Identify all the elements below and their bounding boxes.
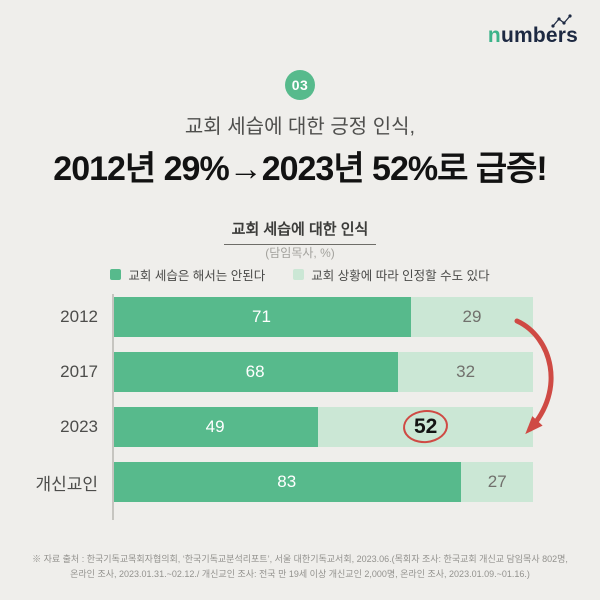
section-number-badge: 03 xyxy=(285,70,315,100)
bar-category-label: 2017 xyxy=(60,362,98,381)
sparkline-icon xyxy=(551,14,572,28)
bar-segment-secondary: 29 xyxy=(410,297,533,337)
highlight-circle xyxy=(401,408,450,445)
bar-value-secondary: 32 xyxy=(456,362,476,381)
brand-logo: numbers xyxy=(487,14,578,48)
bar-rows: 2012 71 29 2017 68 32 2023 49 xyxy=(0,297,533,502)
legend-item-secondary: 교회 상황에 따라 인정할 수도 있다 xyxy=(293,265,490,284)
legend-swatch-primary xyxy=(110,269,122,280)
bar-value-primary: 49 xyxy=(205,417,225,436)
footnote-line2: 온라인 조사, 2023.01.31.~02.12./ 개신교인 조사: 전국 … xyxy=(70,568,530,579)
bar-segment-secondary: 32 xyxy=(398,352,533,392)
bar-value-secondary: 27 xyxy=(487,472,507,491)
bar-segment-secondary: 52 xyxy=(318,407,533,447)
bar-row: 2012 71 29 xyxy=(0,297,533,337)
bar-track: 68 32 xyxy=(112,352,533,392)
bar-segment-primary: 68 xyxy=(112,352,399,392)
bar-segment-secondary: 27 xyxy=(461,462,533,502)
chart-title: 교회 세습에 대한 인식 xyxy=(223,218,377,245)
bar-chart: 2012 71 29 2017 68 32 2023 49 xyxy=(0,294,533,520)
bar-segment-primary: 71 xyxy=(112,297,411,337)
logo-prefix: n xyxy=(487,24,501,47)
bar-row: 2023 49 52 xyxy=(0,407,533,447)
legend-label-primary: 교회 세습은 해서는 안된다 xyxy=(128,269,266,283)
bar-track: 83 27 xyxy=(112,462,533,502)
bar-category-label: 2012 xyxy=(60,307,98,326)
bar-row: 개신교인 83 27 xyxy=(0,462,533,502)
footnote-line1: ※ 자료 출처 : 한국기독교목회자협의회, ‘한국기독교분석리포트’, 서울 … xyxy=(32,554,568,564)
bar-value-primary: 71 xyxy=(251,307,271,326)
source-footnote: ※ 자료 출처 : 한국기독교목회자협의회, ‘한국기독교분석리포트’, 서울 … xyxy=(0,552,600,582)
chart-subtitle: (담임목사, %) xyxy=(265,246,335,260)
bar-value-primary: 83 xyxy=(277,472,297,491)
chart-legend: 교회 세습은 해서는 안된다 교회 상황에 따라 인정할 수도 있다 xyxy=(0,265,600,284)
headline: 2012년 29%→2023년 52%로 급증! xyxy=(53,150,547,188)
logo-rest: umbers xyxy=(500,24,578,47)
intro-kicker: 교회 세습에 대한 긍정 인식, xyxy=(184,116,416,138)
bar-track: 49 52 xyxy=(112,407,533,447)
bar-segment-primary: 49 xyxy=(112,407,319,447)
bar-category-label: 개신교인 xyxy=(35,474,98,494)
chart-title-wrap: 교회 세습에 대한 인식 xyxy=(0,218,600,245)
bar-track: 71 29 xyxy=(112,297,533,337)
bar-value-primary: 68 xyxy=(245,362,265,381)
axis-line xyxy=(112,294,114,520)
legend-item-primary: 교회 세습은 해서는 안된다 xyxy=(110,265,265,284)
bar-value-secondary: 52 xyxy=(401,408,450,445)
bar-segment-primary: 83 xyxy=(112,462,462,502)
bar-value-secondary: 29 xyxy=(462,307,482,326)
bar-category-label: 2023 xyxy=(60,417,98,436)
legend-label-secondary: 교회 상황에 따라 인정할 수도 있다 xyxy=(311,269,490,283)
bar-row: 2017 68 32 xyxy=(0,352,533,392)
legend-swatch-secondary xyxy=(293,269,305,280)
